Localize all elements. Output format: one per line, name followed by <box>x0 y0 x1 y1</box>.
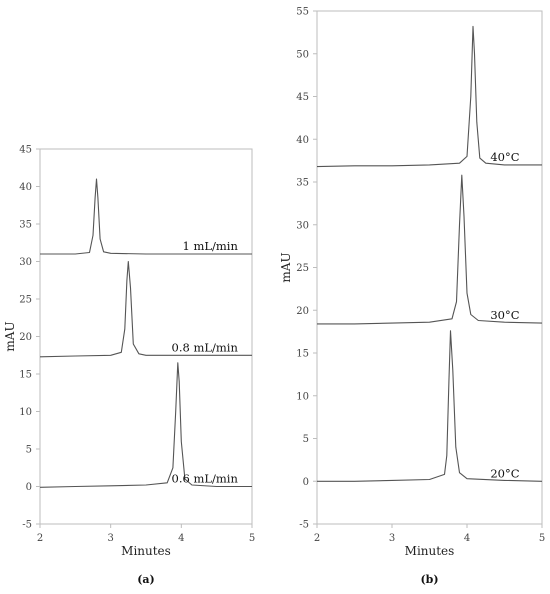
trace-40-c <box>316 25 542 168</box>
y-tick-label: 15 <box>296 349 309 360</box>
x-tick-label: 5 <box>249 533 255 544</box>
y-tick-label: -5 <box>22 520 32 531</box>
trace-1-ml-min <box>40 178 252 255</box>
y-tick-label: 50 <box>296 49 309 60</box>
x-axis-label-a: Minutes <box>121 544 171 558</box>
panel-label-b: (b) <box>420 573 438 586</box>
y-axis-label-b: mAU <box>279 252 293 282</box>
series-annotation-40-c: 40°C <box>490 150 519 164</box>
trace-20-c <box>317 330 543 482</box>
y-tick-label: 0 <box>26 482 32 493</box>
y-tick-label: 40 <box>19 182 32 193</box>
plot-border <box>39 148 253 525</box>
traces-a <box>39 178 252 488</box>
y-tick-label: 55 <box>296 7 309 18</box>
y-tick-label: 30 <box>296 220 309 231</box>
x-axis-label-b: Minutes <box>405 544 455 558</box>
trace-30-c <box>317 174 543 325</box>
y-tick-label: 45 <box>296 92 309 103</box>
series-annotation-0-8-ml-min: 0.8 mL/min <box>172 340 239 354</box>
y-tick-label: 25 <box>296 263 309 274</box>
annotations-a: 1 mL/min 0.8 mL/min 0.6 mL/min <box>172 239 239 486</box>
y-tick-label: 40 <box>296 135 309 146</box>
y-axis-label-a: mAU <box>3 321 17 351</box>
y-tick-label: 35 <box>296 178 309 189</box>
plot-area-b <box>316 10 543 525</box>
series-annotation-0-6-ml-min: 0.6 mL/min <box>172 472 239 486</box>
trace-0-8-ml-min <box>39 260 252 358</box>
series-annotation-30-c: 30°C <box>490 308 519 322</box>
y-tick-label: 15 <box>19 370 32 381</box>
y-tick-label: 30 <box>19 257 32 268</box>
traces-b <box>316 25 543 482</box>
plot-area-a <box>39 148 253 525</box>
x-tick-label: 3 <box>107 533 113 544</box>
trace-0-6-ml-min <box>39 362 252 488</box>
y-tick-label: 20 <box>296 306 309 317</box>
y-tick-label: 5 <box>26 445 32 456</box>
x-tick-label: 3 <box>389 533 395 544</box>
y-tick-label: 0 <box>303 477 309 488</box>
x-tick-label: 5 <box>539 533 545 544</box>
x-tick-label: 4 <box>178 533 184 544</box>
y-tick-label: 10 <box>19 407 32 418</box>
plot-border <box>316 10 543 525</box>
y-tick-label: -5 <box>299 520 309 531</box>
panel-label-a: (a) <box>137 573 155 586</box>
x-tick-label: 2 <box>314 533 320 544</box>
y-tick-label: 5 <box>303 434 309 445</box>
y-tick-label: 45 <box>19 145 32 156</box>
y-tick-label: 20 <box>19 332 32 343</box>
y-tick-label: 25 <box>19 295 32 306</box>
annotations-b: 40°C 30°C 20°C <box>490 150 519 480</box>
y-tick-label: 35 <box>19 220 32 231</box>
series-annotation-1-ml-min: 1 mL/min <box>182 239 238 253</box>
series-annotation-20-c: 20°C <box>490 466 519 480</box>
y-tick-label: 10 <box>296 391 309 402</box>
x-tick-label: 4 <box>464 533 470 544</box>
x-tick-label: 2 <box>37 533 43 544</box>
